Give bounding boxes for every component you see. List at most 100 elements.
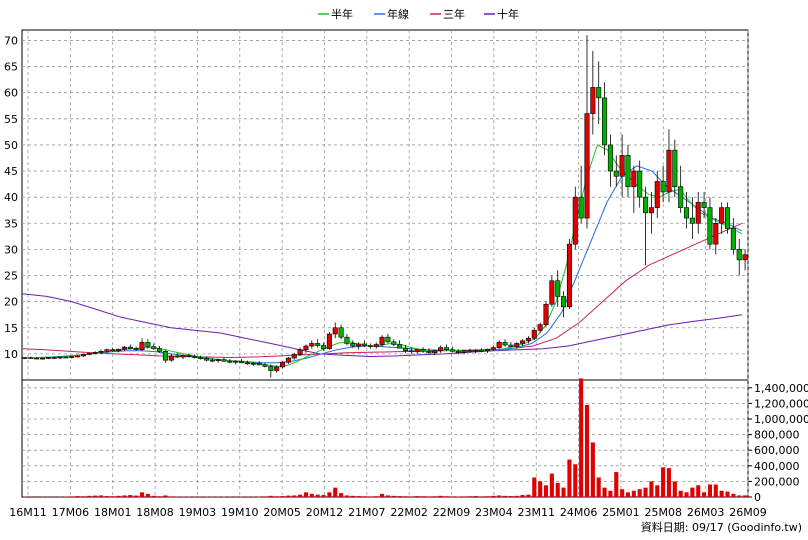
- volume-bar: [666, 468, 672, 497]
- volume-bar: [514, 495, 519, 497]
- volume-bar: [467, 496, 472, 497]
- candle-body: [555, 280, 561, 297]
- candle-body: [121, 346, 127, 350]
- candle-body: [432, 350, 438, 354]
- volume-bar: [502, 495, 508, 497]
- x-tick-label: 25M08: [645, 506, 683, 519]
- candle-body: [467, 350, 473, 353]
- volume-bar: [309, 493, 314, 497]
- volume-bar: [614, 472, 619, 497]
- candle-body: [619, 155, 625, 177]
- volume-bar: [608, 490, 613, 497]
- volume-bar: [268, 495, 273, 497]
- volume-bar: [473, 496, 478, 497]
- candle-body: [98, 350, 104, 353]
- price-tick-label: 60: [4, 87, 18, 100]
- volume-bar: [538, 481, 543, 497]
- candle-body: [133, 348, 139, 351]
- price-tick-label: 35: [4, 217, 18, 230]
- price-tick-label: 20: [4, 296, 18, 309]
- candle-body: [730, 228, 736, 250]
- volume-bar: [713, 484, 718, 497]
- candle-body: [239, 360, 245, 364]
- x-tick-label: 25M01: [602, 506, 640, 519]
- volume-bar: [409, 496, 414, 497]
- candle-body: [742, 254, 748, 261]
- candle-body: [209, 359, 215, 362]
- candle-body: [356, 343, 362, 347]
- volume-bar: [380, 493, 385, 497]
- x-tick-label: 20M12: [306, 506, 344, 519]
- x-tick-label: 18M08: [136, 506, 174, 519]
- candle-body: [525, 337, 531, 342]
- price-tick-label: 30: [4, 243, 18, 256]
- volume-bar: [444, 496, 449, 497]
- price-tick-label: 15: [4, 322, 18, 335]
- volume-tick-label: 400,000: [754, 460, 800, 473]
- candle-body: [297, 349, 303, 355]
- candle-body: [461, 350, 467, 353]
- volume-bar: [274, 496, 279, 497]
- candle-body: [51, 357, 57, 359]
- volume-bar: [415, 496, 420, 497]
- volume-bar: [561, 487, 566, 497]
- candle-body: [572, 196, 578, 245]
- volume-tick-label: 600,000: [754, 444, 800, 457]
- candle-body: [707, 207, 713, 245]
- volume-bar: [532, 477, 537, 497]
- candle-body: [625, 155, 631, 188]
- candle-body: [227, 360, 233, 363]
- candle-body: [373, 344, 379, 347]
- candle-body: [285, 357, 291, 363]
- volume-bar: [450, 496, 455, 497]
- candle-body: [28, 357, 34, 359]
- candle-body: [602, 97, 608, 146]
- volume-tick-label: 1,400,000: [754, 382, 808, 395]
- volume-bar: [702, 492, 707, 497]
- candle-body: [443, 347, 450, 351]
- candle-body: [648, 207, 654, 214]
- candle-body: [438, 347, 444, 352]
- candle-body: [391, 341, 397, 345]
- volume-bar: [649, 481, 654, 497]
- candle-body: [397, 344, 403, 349]
- candle-body: [426, 350, 432, 354]
- candle-body: [315, 343, 321, 346]
- volume-bar: [110, 496, 115, 497]
- candle-body: [110, 349, 116, 352]
- volume-bar: [573, 464, 578, 497]
- candle-body: [256, 362, 262, 366]
- price-tick-label: 55: [4, 113, 18, 126]
- candle-body: [22, 357, 28, 359]
- volume-bar: [116, 495, 121, 497]
- candle-body: [543, 303, 549, 325]
- candle-body: [198, 357, 204, 359]
- candle-body: [215, 359, 221, 361]
- volume-bar: [719, 490, 724, 497]
- candle-body: [104, 349, 110, 352]
- volume-tick-label: 800,000: [754, 429, 800, 442]
- volume-tick-label: 200,000: [754, 475, 800, 488]
- candle-body: [174, 355, 180, 358]
- x-tick-label: 17M06: [52, 506, 90, 519]
- price-tick-label: 40: [4, 191, 18, 204]
- volume-bar: [602, 487, 607, 497]
- volume-bar: [333, 487, 338, 497]
- candle-body: [233, 360, 239, 363]
- candle-body: [145, 342, 151, 347]
- volume-bar: [93, 495, 98, 497]
- candle-body: [531, 330, 537, 339]
- candle-body: [449, 349, 455, 352]
- candle-body: [402, 347, 409, 352]
- volume-bar: [134, 495, 139, 497]
- price-tick-label: 45: [4, 165, 18, 178]
- volume-bar: [344, 495, 349, 497]
- candle-body: [350, 343, 356, 347]
- ma-three-year-line: [21, 222, 743, 359]
- candle-body: [496, 342, 502, 348]
- candle-body: [613, 170, 619, 177]
- volume-bar: [426, 496, 431, 497]
- volume-bar: [479, 496, 484, 497]
- candle-body: [414, 349, 420, 353]
- volume-bar: [596, 477, 601, 497]
